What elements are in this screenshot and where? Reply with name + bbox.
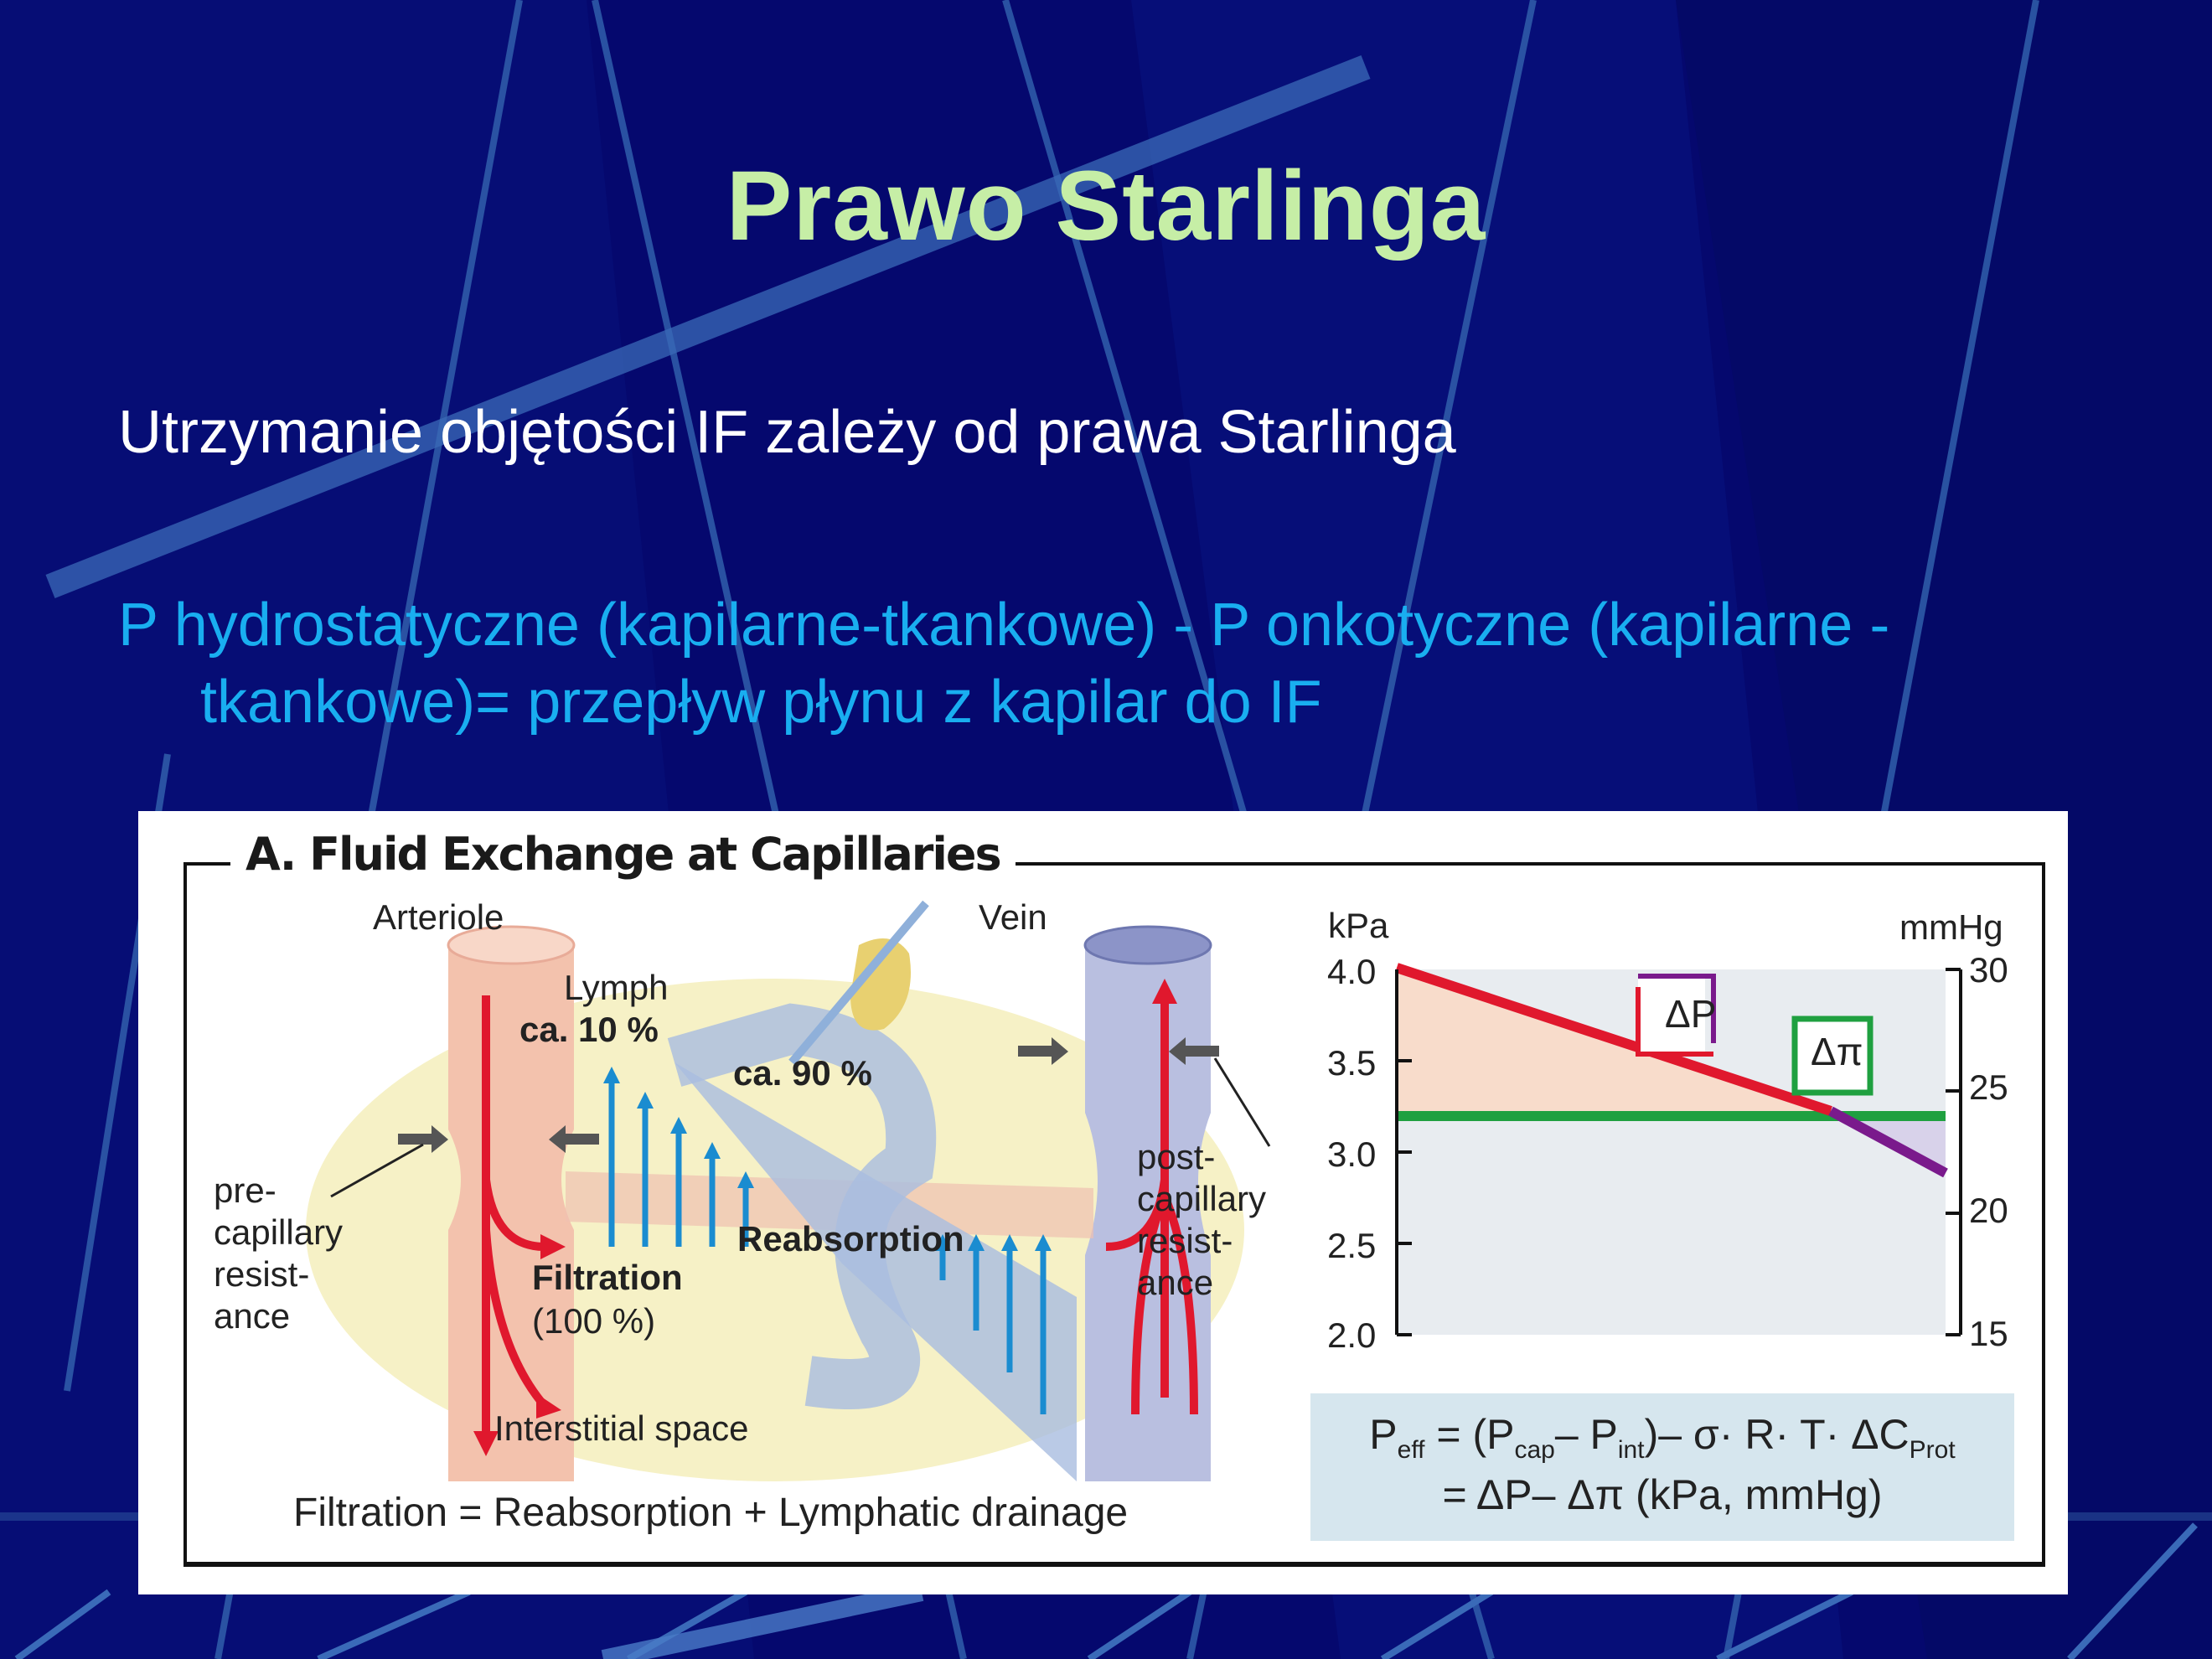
bullet-line-2: tkankowe)= przepływ płynu z kapilar do I… <box>200 669 1322 736</box>
ytick-right-30: 30 <box>1969 950 2008 990</box>
ytick-3.0: 3.0 <box>1327 1134 1377 1174</box>
label-vein: Vein <box>979 897 1047 937</box>
pressure-chart <box>1395 963 1962 1336</box>
formula-line-1: Peff = (Pcap– Pint)– σ· R· T· ΔCProt <box>1369 1411 1956 1464</box>
ytick-4.0: 4.0 <box>1327 952 1377 991</box>
label-postcapillary-resistance: post- capillary resist- ance <box>1137 1137 1267 1302</box>
figure-title: A. Fluid Exchange at Capillaries <box>230 828 1016 881</box>
label-filtration-percent: (100 %) <box>532 1301 656 1341</box>
annotation-delta-pi: Δπ <box>1811 1030 1863 1073</box>
figure-frame <box>183 862 2045 1567</box>
bullet-line-1: P hydrostatyczne (kapilarne-tkankowe) - … <box>118 592 1890 659</box>
label-filtration: Filtration <box>532 1258 683 1297</box>
slide-title: Prawo Starlinga <box>726 151 1486 261</box>
bullet-starling-equation: P hydrostatyczne (kapilarne-tkankowe) - … <box>118 587 2112 741</box>
label-arteriole: Arteriole <box>373 897 504 937</box>
label-interstitial-space: Interstitial space <box>494 1408 749 1448</box>
label-precapillary-resistance: pre- capillary resist- ance <box>214 1171 344 1336</box>
bullet-starling-intro: Utrzymanie objętości IF zależy od prawa … <box>118 399 1456 466</box>
chart-ylabel-right: mmHg <box>1899 907 2003 947</box>
label-lymph: Lymph <box>564 968 669 1007</box>
label-reabsorption-percent: ca. 90 % <box>733 1053 872 1093</box>
ytick-3.5: 3.5 <box>1327 1043 1377 1083</box>
annotation-delta-p: ΔP <box>1665 992 1717 1036</box>
formula-line-2: = ΔP– Δπ (kPa, mmHg) <box>1442 1471 1883 1518</box>
ytick-2.5: 2.5 <box>1327 1226 1377 1265</box>
capillary-illustration <box>306 900 1271 1481</box>
chart-ylabel-left: kPa <box>1328 906 1389 945</box>
label-reabsorption: Reabsorption <box>737 1219 964 1258</box>
label-lymph-percent: ca. 10 % <box>519 1010 659 1049</box>
ytick-right-25: 25 <box>1969 1067 2008 1107</box>
ytick-right-15: 15 <box>1969 1314 2008 1353</box>
starling-formula: Peff = (Pcap– Pint)– σ· R· T· ΔCProt = Δ… <box>1310 1393 2014 1541</box>
figure-caption: Filtration = Reabsorption + Lymphatic dr… <box>293 1491 1129 1535</box>
ytick-2.0: 2.0 <box>1327 1315 1377 1355</box>
ytick-right-20: 20 <box>1969 1191 2008 1230</box>
fluid-exchange-figure: A. Fluid Exchange at Capillaries <box>138 811 2068 1594</box>
